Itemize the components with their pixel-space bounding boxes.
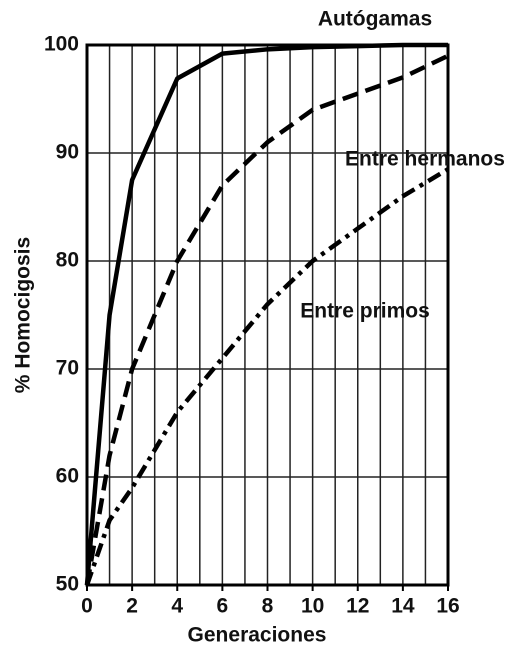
series-label: Entre primos <box>300 300 430 323</box>
y-tick-label: 60 <box>56 465 79 488</box>
x-tick-label: 14 <box>391 595 415 618</box>
plot-frame <box>85 43 450 587</box>
series-line <box>84 167 450 586</box>
series-line <box>84 42 448 586</box>
x-tick-label: 0 <box>81 595 93 618</box>
y-tick-label: 90 <box>56 141 79 164</box>
y-axis-label: % Homocigosis <box>12 237 35 393</box>
x-tick-label: 10 <box>301 595 324 618</box>
x-tick-label: 6 <box>217 595 229 618</box>
y-tick-label: 80 <box>56 249 79 272</box>
series-label: Autógamas <box>318 8 432 31</box>
y-tick-label: 70 <box>56 357 79 380</box>
x-tick-label: 8 <box>262 595 274 618</box>
x-tick-label: 4 <box>171 595 183 618</box>
series-label: Entre hermanos <box>345 148 505 171</box>
y-tick-label: 50 <box>56 573 79 596</box>
x-tick-label: 16 <box>436 595 459 618</box>
y-tick-label: 100 <box>44 33 79 56</box>
x-tick-label: 12 <box>346 595 369 618</box>
x-axis-label: Generaciones <box>188 624 327 647</box>
series-line <box>84 53 449 586</box>
x-tick-label: 2 <box>126 595 138 618</box>
